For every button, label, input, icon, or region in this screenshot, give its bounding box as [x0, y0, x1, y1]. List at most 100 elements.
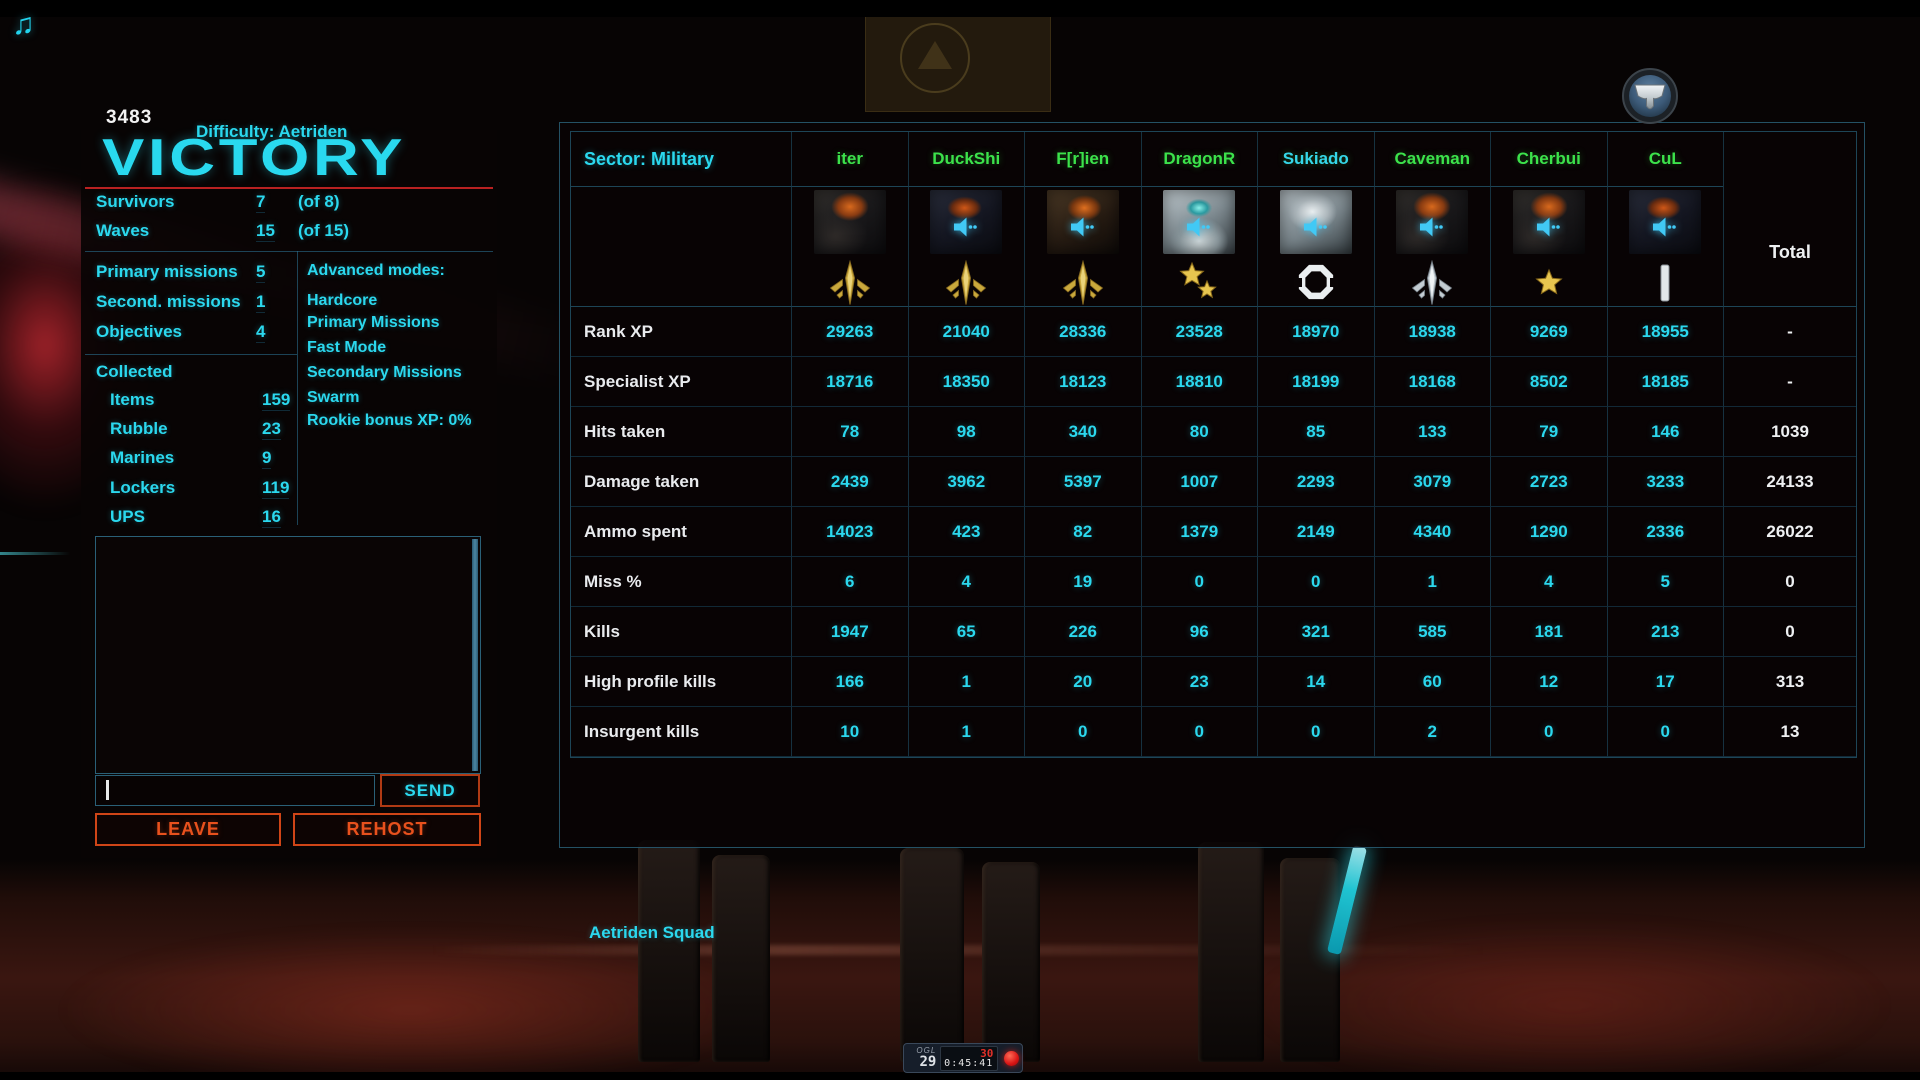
- stat-value-cell: 6: [791, 557, 908, 607]
- chat-input[interactable]: [95, 775, 375, 806]
- scoreboard-panel: Sector: Military iter DuckShi F[r]ien Dragon…: [559, 122, 1865, 942]
- stat-value-cell: 18350: [907, 357, 1024, 407]
- rank-insignia-silver-wings-icon: [1410, 259, 1454, 306]
- send-button[interactable]: SEND: [380, 774, 480, 807]
- stat-value-cell: 4340: [1373, 507, 1490, 557]
- player-name-header: Caveman: [1373, 132, 1490, 187]
- player-name-header: F[r]ien: [1024, 132, 1141, 187]
- stat-row-label: Specialist XP: [571, 357, 791, 407]
- player-name-header: DragonR: [1140, 132, 1257, 187]
- stat-row-label: Damage taken: [571, 457, 791, 507]
- total-column-header: Total: [1723, 132, 1856, 307]
- stat-total-cell: 0: [1723, 557, 1856, 607]
- stat-row-label: Miss %: [571, 557, 791, 607]
- stat-value-cell: 1007: [1140, 457, 1257, 507]
- speaker-icon[interactable]: [1186, 217, 1212, 237]
- record-indicator-icon: [1004, 1050, 1019, 1066]
- stat-row-label: High profile kills: [571, 657, 791, 707]
- player-avatar: [1279, 190, 1352, 254]
- stat-value-cell: 60: [1373, 657, 1490, 707]
- player-avatar-cell: [907, 187, 1024, 307]
- mission-label: Objectives: [96, 322, 182, 341]
- advanced-mode-item: Hardcore: [307, 292, 378, 309]
- player-name-header: CuL: [1606, 132, 1723, 187]
- player-name-header: DuckShi: [907, 132, 1024, 187]
- collected-title-label: Collected: [96, 362, 173, 381]
- stat-value-cell: 21040: [907, 307, 1024, 357]
- stat-value-cell: 19: [1024, 557, 1141, 607]
- chat-scrollbar[interactable]: [472, 539, 478, 771]
- stat-value-cell: 3079: [1373, 457, 1490, 507]
- scoreboard-grid: Sector: Military iter DuckShi F[r]ien Dragon…: [570, 131, 1857, 758]
- collected-value: 119: [262, 478, 290, 499]
- speaker-icon[interactable]: [1070, 217, 1096, 237]
- rank-insignia-gold-wings-icon: [1061, 259, 1105, 306]
- speaker-icon[interactable]: [1303, 217, 1329, 237]
- speaker-icon[interactable]: [1652, 217, 1678, 237]
- collected-value: 9: [262, 448, 272, 469]
- speaker-icon[interactable]: [1419, 217, 1445, 237]
- stat-value-cell: 5397: [1024, 457, 1141, 507]
- player-avatar: [1629, 190, 1702, 254]
- chat-log: [95, 536, 481, 774]
- player-name-header: Sukiado: [1257, 132, 1374, 187]
- collected-label: UPS: [110, 507, 145, 526]
- summary-suffix: (of 8): [298, 192, 340, 211]
- stat-value-cell: 585: [1373, 607, 1490, 657]
- stat-value-cell: 4: [907, 557, 1024, 607]
- player-avatar-cell: [1024, 187, 1141, 307]
- player-avatar-cell: [1490, 187, 1607, 307]
- player-avatar: [1163, 190, 1236, 254]
- mission-row: Second. missions 1: [96, 292, 296, 314]
- summary-suffix: (of 15): [298, 221, 349, 240]
- collected-value: 159: [262, 390, 291, 411]
- collected-title: Collected: [96, 362, 296, 384]
- stat-row-label: Insurgent kills: [571, 707, 791, 757]
- rank-insignia-white-bar-icon: [1643, 260, 1687, 306]
- player-name-header: Cherbui: [1490, 132, 1607, 187]
- rank-insignia-gold-wings-icon: [944, 259, 988, 306]
- summary-value: 15: [256, 221, 275, 242]
- rehost-button[interactable]: REHOST: [293, 813, 481, 846]
- player-avatar-cell: [1606, 187, 1723, 307]
- mission-value: 4: [256, 322, 266, 343]
- player-avatar: [1512, 190, 1585, 254]
- stat-value-cell: 20: [1024, 657, 1141, 707]
- player-avatar: [1046, 190, 1119, 254]
- stat-value-cell: 18123: [1024, 357, 1141, 407]
- music-icon[interactable]: ♫: [12, 8, 35, 41]
- stat-value-cell: 82: [1024, 507, 1141, 557]
- leave-button[interactable]: LEAVE: [95, 813, 281, 846]
- stat-total-cell: 1039: [1723, 407, 1856, 457]
- stat-value-cell: 133: [1373, 407, 1490, 457]
- stat-total-cell: 0: [1723, 607, 1856, 657]
- speaker-icon[interactable]: [1536, 217, 1562, 237]
- stat-total-cell: 13: [1723, 707, 1856, 757]
- red-divider: [85, 187, 493, 189]
- collected-row: Marines 9: [110, 448, 300, 470]
- stat-value-cell: 1379: [1140, 507, 1257, 557]
- speaker-icon[interactable]: [953, 217, 979, 237]
- stat-value-cell: 18716: [791, 357, 908, 407]
- stat-value-cell: 29263: [791, 307, 908, 357]
- faction-emblem-icon: [1622, 68, 1678, 124]
- stat-value-cell: 98: [907, 407, 1024, 457]
- stat-value-cell: 8502: [1490, 357, 1607, 407]
- advanced-mode-item: Rookie bonus XP: 0%: [307, 412, 472, 429]
- stat-total-cell: 313: [1723, 657, 1856, 707]
- player-avatar: [1396, 190, 1469, 254]
- summary-value: 7: [256, 192, 266, 213]
- collected-value: 16: [262, 507, 281, 528]
- stat-value-cell: 2149: [1257, 507, 1374, 557]
- advanced-mode-item: Secondary Missions: [307, 364, 462, 381]
- stat-value-cell: 213: [1606, 607, 1723, 657]
- stat-value-cell: 2336: [1606, 507, 1723, 557]
- stat-total-cell: -: [1723, 307, 1856, 357]
- summary-label: Waves: [96, 221, 150, 240]
- stat-value-cell: 18185: [1606, 357, 1723, 407]
- mission-row: Primary missions 5: [96, 262, 296, 284]
- collected-row: Items 159: [110, 390, 300, 412]
- player-avatar-cell: [1140, 187, 1257, 307]
